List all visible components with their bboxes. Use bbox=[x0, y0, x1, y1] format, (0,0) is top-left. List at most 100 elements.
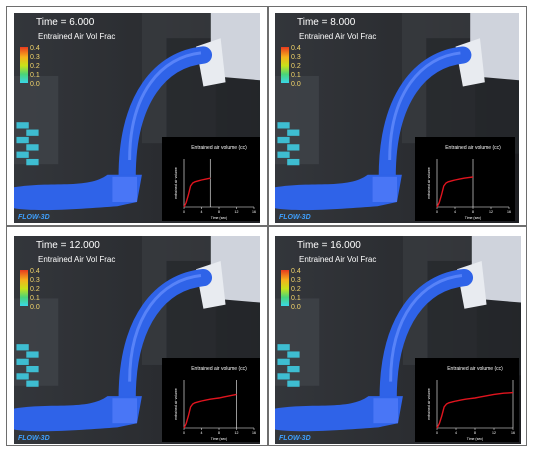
inset-chart-svg: Entrained air volume (cc) 0 4 8 12 16 Time (se… bbox=[427, 366, 515, 441]
legend-tick: 0.4 bbox=[30, 268, 40, 275]
inset-x-tick-label: 12 bbox=[489, 210, 493, 214]
inset-x-tick-label: 8 bbox=[218, 431, 220, 435]
inset-x-label: Time (sec) bbox=[211, 216, 227, 220]
color-legend: 0.4 0.3 0.2 0.1 0.0 bbox=[281, 45, 321, 88]
color-legend: 0.4 0.3 0.2 0.1 0.0 bbox=[281, 268, 321, 311]
inset-curve bbox=[436, 176, 474, 208]
legend-tick: 0.2 bbox=[291, 286, 301, 293]
inset-x-tick-label: 8 bbox=[218, 210, 220, 214]
legend-tick: 0.2 bbox=[30, 286, 40, 293]
legend-tick: 0.3 bbox=[30, 277, 40, 284]
legend-tick: 0.0 bbox=[30, 304, 40, 311]
inset-x-tick-label: 12 bbox=[235, 431, 239, 435]
mold-block bbox=[14, 76, 59, 165]
inset-x-tick-label: 8 bbox=[474, 431, 476, 435]
air-blob bbox=[16, 136, 29, 144]
inset-y-label: entrained air volume bbox=[427, 388, 431, 420]
inset-x-tick-label: 0 bbox=[183, 210, 185, 214]
inset-x-tick-label: 16 bbox=[507, 210, 511, 214]
inset-x-tick-label: 0 bbox=[436, 431, 438, 435]
legend-tick: 0.4 bbox=[30, 45, 40, 52]
mold-block bbox=[275, 298, 320, 386]
legend-colorbar bbox=[281, 47, 289, 83]
time-label: Time = 6.000 bbox=[36, 17, 95, 28]
air-blob bbox=[287, 129, 300, 136]
air-blob bbox=[16, 344, 29, 351]
inset-curve bbox=[183, 393, 237, 429]
inset-x-tick-label: 8 bbox=[472, 210, 474, 214]
fluid-sprue bbox=[112, 398, 137, 424]
legend-colorbar bbox=[20, 270, 28, 306]
fluid-sprue bbox=[373, 398, 398, 424]
time-label: Time = 8.000 bbox=[297, 17, 356, 28]
panel-cell: Time = 8.000 Entrained Air Vol Frac 0.4 … bbox=[268, 6, 527, 226]
fluid-sprue bbox=[372, 176, 397, 202]
inset-x-tick-label: 4 bbox=[454, 210, 456, 214]
fluid-pool bbox=[275, 396, 403, 432]
legend-tick: 0.0 bbox=[30, 81, 40, 88]
mold-block bbox=[275, 76, 319, 165]
air-blob bbox=[16, 358, 29, 365]
inset-x-tick-label: 4 bbox=[201, 210, 203, 214]
brand-logo: FLOW-3D bbox=[18, 214, 50, 221]
fluid-highlight bbox=[128, 51, 202, 161]
legend-tick: 0.3 bbox=[30, 54, 40, 61]
air-blob bbox=[277, 373, 290, 380]
field-label: Entrained Air Vol Frac bbox=[299, 255, 377, 264]
fluid-pool bbox=[275, 174, 402, 211]
fluid-pool bbox=[14, 174, 142, 211]
inset-chart: Entrained air volume (cc) 0 4 8 12 16 Time (se… bbox=[415, 358, 519, 442]
inset-x-tick-label: 4 bbox=[201, 431, 203, 435]
inset-title: Entrained air volume (cc) bbox=[445, 145, 501, 151]
air-blob bbox=[26, 144, 39, 151]
air-blob bbox=[277, 122, 290, 129]
field-label: Entrained Air Vol Frac bbox=[38, 255, 116, 264]
simulation-panel: Time = 8.000 Entrained Air Vol Frac 0.4 … bbox=[275, 13, 519, 223]
inset-x-tick-label: 16 bbox=[252, 210, 256, 214]
field-label: Entrained Air Vol Frac bbox=[38, 32, 116, 41]
inset-title: Entrained air volume (cc) bbox=[191, 145, 247, 151]
legend-tick: 0.2 bbox=[291, 63, 301, 70]
simulation-panel: Time = 12.000 Entrained Air Vol Frac 0.4… bbox=[14, 236, 260, 444]
inset-y-label: entrained air volume bbox=[174, 388, 178, 420]
inset-x-label: Time (sec) bbox=[467, 437, 483, 441]
legend-tick: 0.0 bbox=[291, 304, 301, 311]
air-blob bbox=[287, 366, 300, 373]
inset-title: Entrained air volume (cc) bbox=[447, 366, 503, 372]
legend-tick: 0.1 bbox=[30, 295, 40, 302]
inset-y-label: entrained air volume bbox=[174, 167, 178, 199]
color-legend: 0.4 0.3 0.2 0.1 0.0 bbox=[20, 268, 60, 311]
fluid-pool bbox=[14, 396, 142, 432]
air-blob bbox=[287, 351, 300, 358]
panel-cell: Time = 12.000 Entrained Air Vol Frac 0.4… bbox=[6, 226, 268, 446]
fluid-highlight bbox=[388, 51, 461, 161]
panel-cell: Time = 16.000 Entrained Air Vol Frac 0.4… bbox=[268, 226, 527, 446]
field-label: Entrained Air Vol Frac bbox=[299, 32, 377, 41]
simulation-panel: Time = 16.000 Entrained Air Vol Frac 0.4… bbox=[275, 236, 521, 444]
time-label: Time = 12.000 bbox=[36, 240, 100, 251]
legend-tick: 0.3 bbox=[291, 54, 301, 61]
fluid-highlight bbox=[389, 274, 463, 382]
inset-curve bbox=[436, 391, 514, 429]
inset-chart-svg: Entrained air volume (cc) 0 4 8 12 16 Time (se… bbox=[427, 145, 511, 220]
time-label: Time = 16.000 bbox=[297, 240, 361, 251]
mold-block bbox=[14, 298, 59, 386]
air-blob bbox=[26, 366, 39, 373]
air-blob bbox=[26, 129, 39, 136]
air-blob bbox=[26, 158, 39, 166]
legend-colorbar bbox=[20, 47, 28, 83]
air-blob bbox=[277, 358, 290, 365]
brand-logo: FLOW-3D bbox=[279, 435, 311, 442]
inset-x-label: Time (sec) bbox=[211, 437, 227, 441]
inset-chart-svg: Entrained air volume (cc) 0 4 8 12 16 Time (se… bbox=[174, 145, 256, 220]
inset-title: Entrained air volume (cc) bbox=[191, 366, 247, 372]
flow-scene bbox=[14, 13, 260, 223]
color-legend: 0.4 0.3 0.2 0.1 0.0 bbox=[20, 45, 60, 88]
flow-scene bbox=[275, 13, 519, 223]
inset-x-tick-label: 4 bbox=[455, 431, 457, 435]
legend-tick: 0.1 bbox=[291, 72, 301, 79]
legend-tick: 0.4 bbox=[291, 268, 301, 275]
fluid-sprue bbox=[112, 176, 137, 202]
inset-x-tick-label: 0 bbox=[436, 210, 438, 214]
air-blob bbox=[16, 122, 29, 129]
